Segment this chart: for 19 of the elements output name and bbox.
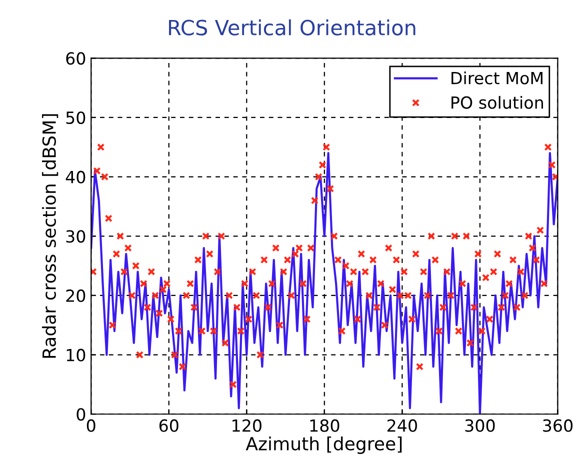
x-tick-label: 360 [543,419,573,432]
legend-label: Direct MoM [452,71,542,84]
x-tick-label: 120 [232,419,262,432]
y-tick-label: 20 [66,289,86,302]
x-tick-label: 240 [387,419,417,432]
x-tick-label: 300 [465,419,495,432]
chart-title: RCS Vertical Orientation [169,19,416,36]
y-tick-label: 30 [66,230,86,243]
legend-label: PO solution [452,96,543,109]
x-axis-title: Azimuth [degree] [246,436,402,454]
y-tick-label: 0 [76,408,86,421]
x-tick-label: 60 [159,419,178,432]
y-tick-label: 60 [66,52,86,65]
y-axis-title: Radar cross section [dBSM] [42,114,58,358]
y-tick-label: 10 [66,348,86,362]
y-tick-label: 40 [66,170,86,184]
y-tick-label: 50 [66,111,86,124]
x-tick-label: 180 [310,419,340,432]
x-tick-label: 0 [86,419,96,432]
